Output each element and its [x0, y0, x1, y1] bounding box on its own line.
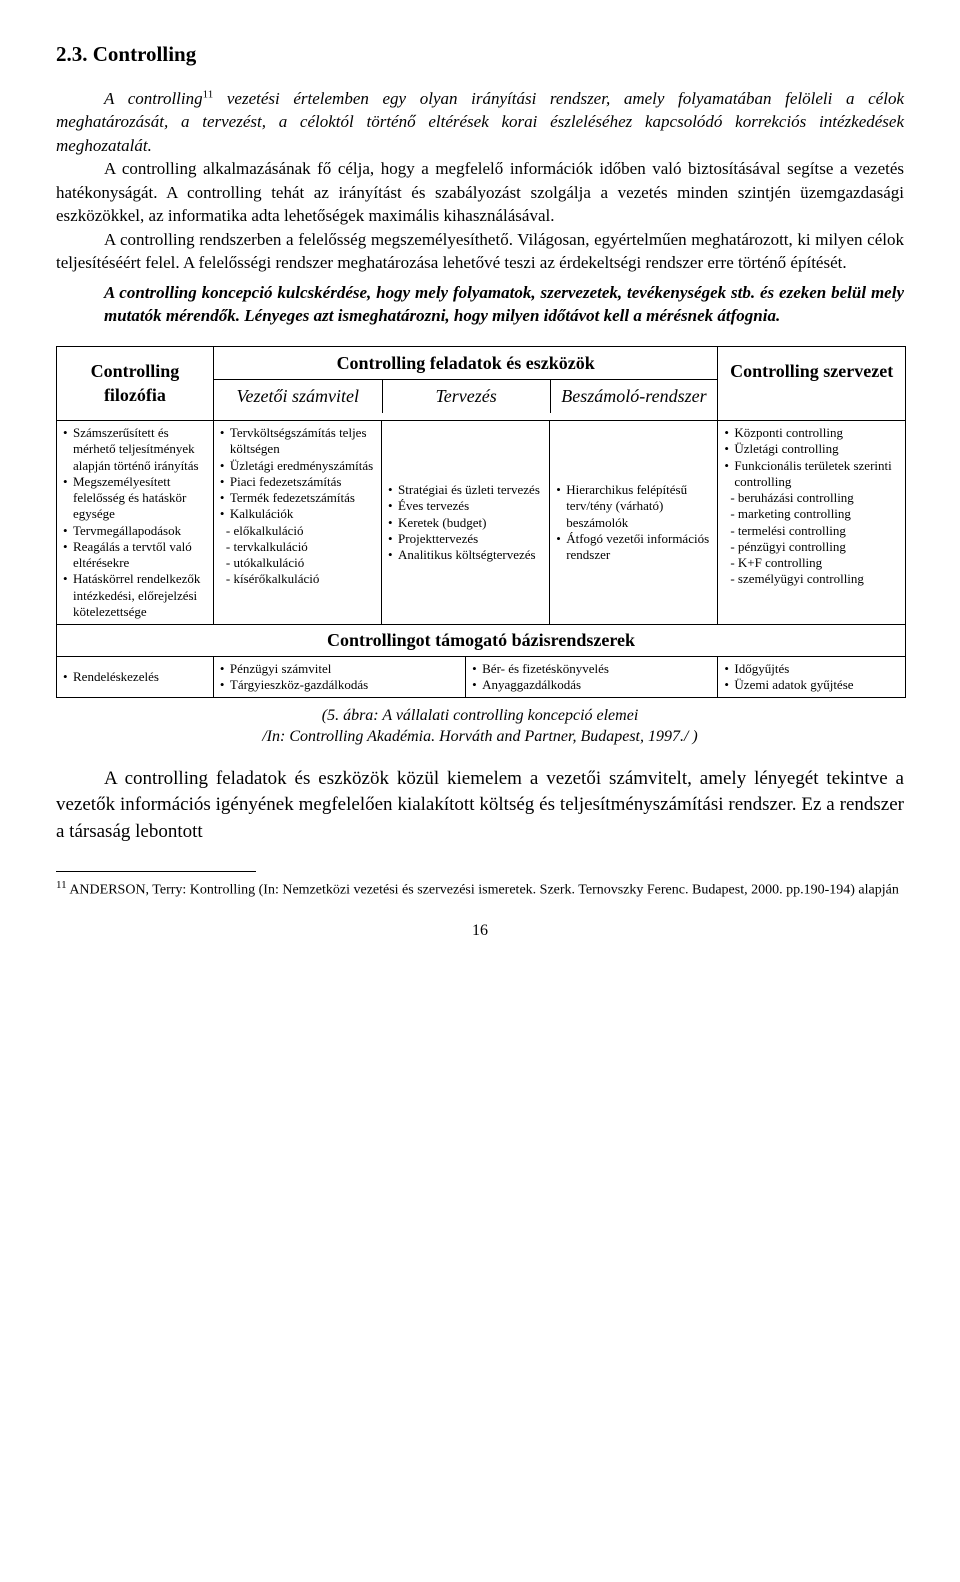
list-item: •Projekttervezés: [388, 531, 543, 547]
list-sub-item: - K+F controlling: [724, 555, 899, 571]
paragraph-2: A controlling alkalmazásának fő célja, h…: [56, 157, 904, 227]
list-sub-item: - kísérőkalkuláció: [220, 571, 375, 587]
list-item: •Funkcionális területek szerinti control…: [724, 458, 899, 491]
list-item: •Megszemélyesített felelősség és hatáskö…: [63, 474, 207, 523]
list-item: •Stratégiai és üzleti tervezés: [388, 482, 543, 498]
list-item: •Központi controlling: [724, 425, 899, 441]
page-number: 16: [56, 920, 904, 942]
bazis-col-1: •Rendeléskezelés: [57, 657, 214, 698]
list-item: •Reagálás a tervtől való eltérésekre: [63, 539, 207, 572]
list-sub-item: - személyügyi controlling: [724, 571, 899, 587]
footnote: 11 ANDERSON, Terry: Kontrolling (In: Nem…: [56, 878, 904, 900]
header-beszamolo: Beszámoló-rendszer: [550, 380, 718, 413]
emphasis-block: A controlling koncepció kulcskérdése, ho…: [104, 281, 904, 328]
list-sub-item: - marketing controlling: [724, 506, 899, 522]
p1-prefix: A controlling: [104, 89, 203, 108]
list-item: •Analitikus költségtervezés: [388, 547, 543, 563]
list-item: •Tervköltségszámítás teljes költségen: [220, 425, 375, 458]
table-bazis-section: Controllingot támogató bázisrendszerek •…: [57, 624, 905, 697]
caption-line-2: /In: Controlling Akadémia. Horváth and P…: [262, 728, 698, 745]
list-sub-item: - előkalkuláció: [220, 523, 375, 539]
list-item: •Üzletági controlling: [724, 441, 899, 457]
col-tervezes: •Stratégiai és üzleti tervezés•Éves terv…: [382, 421, 550, 624]
section-number: 2.3.: [56, 42, 88, 66]
header-bazis: Controllingot támogató bázisrendszerek: [57, 625, 905, 656]
list-item: •Tárgyieszköz-gazdálkodás: [220, 677, 459, 693]
footnote-ref: 11: [203, 88, 214, 100]
closing-paragraph: A controlling feladatok és eszközök közü…: [56, 766, 904, 845]
table-header-row: Controlling filozófia Controlling felada…: [57, 347, 905, 421]
header-szamvitel: Vezetői számvitel: [214, 380, 382, 413]
list-item: •Hatáskörrel rendelkezők intézkedési, el…: [63, 571, 207, 620]
footnote-number: 11: [56, 879, 67, 891]
list-item: •Üzemi adatok gyűjtése: [724, 677, 899, 693]
header-filozofia: Controlling filozófia: [57, 347, 214, 421]
header-tervezes: Tervezés: [382, 380, 550, 413]
controlling-table: Controlling filozófia Controlling felada…: [56, 346, 906, 699]
list-item: •Hierarchikus felépítésű terv/tény (várh…: [556, 482, 711, 531]
header-subrow: Vezetői számvitel Tervezés Beszámoló-ren…: [214, 380, 718, 413]
list-sub-item: - utókalkuláció: [220, 555, 375, 571]
list-item: •Tervmegállapodások: [63, 523, 207, 539]
section-title-text: Controlling: [93, 42, 196, 66]
section-heading: 2.3. Controlling: [56, 40, 904, 69]
list-item: •Keretek (budget): [388, 515, 543, 531]
list-item: •Időgyűjtés: [724, 661, 899, 677]
list-item: •Számszerűsített és mérhető teljesítmény…: [63, 425, 207, 474]
bazis-col-2: •Pénzügyi számvitel•Tárgyieszköz-gazdálk…: [214, 657, 466, 698]
list-item: •Üzletági eredményszámítás: [220, 458, 375, 474]
list-item: •Bér- és fizetéskönyvelés: [472, 661, 711, 677]
list-sub-item: - tervkalkuláció: [220, 539, 375, 555]
col-filozofia: •Számszerűsített és mérhető teljesítmény…: [57, 421, 214, 624]
list-item: •Éves tervezés: [388, 498, 543, 514]
header-mid-wrap: Controlling feladatok és eszközök Vezető…: [214, 347, 719, 421]
col-beszamolo: •Hierarchikus felépítésű terv/tény (várh…: [550, 421, 718, 624]
header-szervezet: Controlling szervezet: [718, 347, 905, 396]
bazis-col-3: •Bér- és fizetéskönyvelés•Anyaggazdálkod…: [466, 657, 718, 698]
footnote-text: ANDERSON, Terry: Kontrolling (In: Nemzet…: [67, 882, 899, 897]
list-item: •Átfogó vezetői információs rendszer: [556, 531, 711, 564]
list-sub-item: - termelési controlling: [724, 523, 899, 539]
list-item: •Kalkulációk: [220, 506, 375, 522]
footnote-rule: [56, 871, 256, 872]
list-sub-item: - pénzügyi controlling: [724, 539, 899, 555]
header-feladatok: Controlling feladatok és eszközök: [214, 347, 718, 381]
bazis-body: •Rendeléskezelés •Pénzügyi számvitel•Tár…: [57, 656, 905, 698]
list-item: •Piaci fedezetszámítás: [220, 474, 375, 490]
bazis-col-4: •Időgyűjtés•Üzemi adatok gyűjtése: [718, 657, 905, 698]
paragraph-1: A controlling11 vezetési értelemben egy …: [56, 87, 904, 157]
list-item: •Termék fedezetszámítás: [220, 490, 375, 506]
col-szervezet: •Központi controlling•Üzletági controlli…: [718, 421, 905, 624]
list-item: •Rendeléskezelés: [63, 669, 207, 685]
paragraph-3: A controlling rendszerben a felelősség m…: [56, 228, 904, 275]
list-item: •Anyaggazdálkodás: [472, 677, 711, 693]
list-sub-item: - beruházási controlling: [724, 490, 899, 506]
figure-caption: (5. ábra: A vállalati controlling koncep…: [56, 706, 904, 748]
caption-line-1: (5. ábra: A vállalati controlling koncep…: [322, 707, 639, 724]
table-body-row: •Számszerűsített és mérhető teljesítmény…: [57, 420, 905, 624]
col-szamvitel: •Tervköltségszámítás teljes költségen•Üz…: [214, 421, 382, 624]
list-item: •Pénzügyi számvitel: [220, 661, 459, 677]
